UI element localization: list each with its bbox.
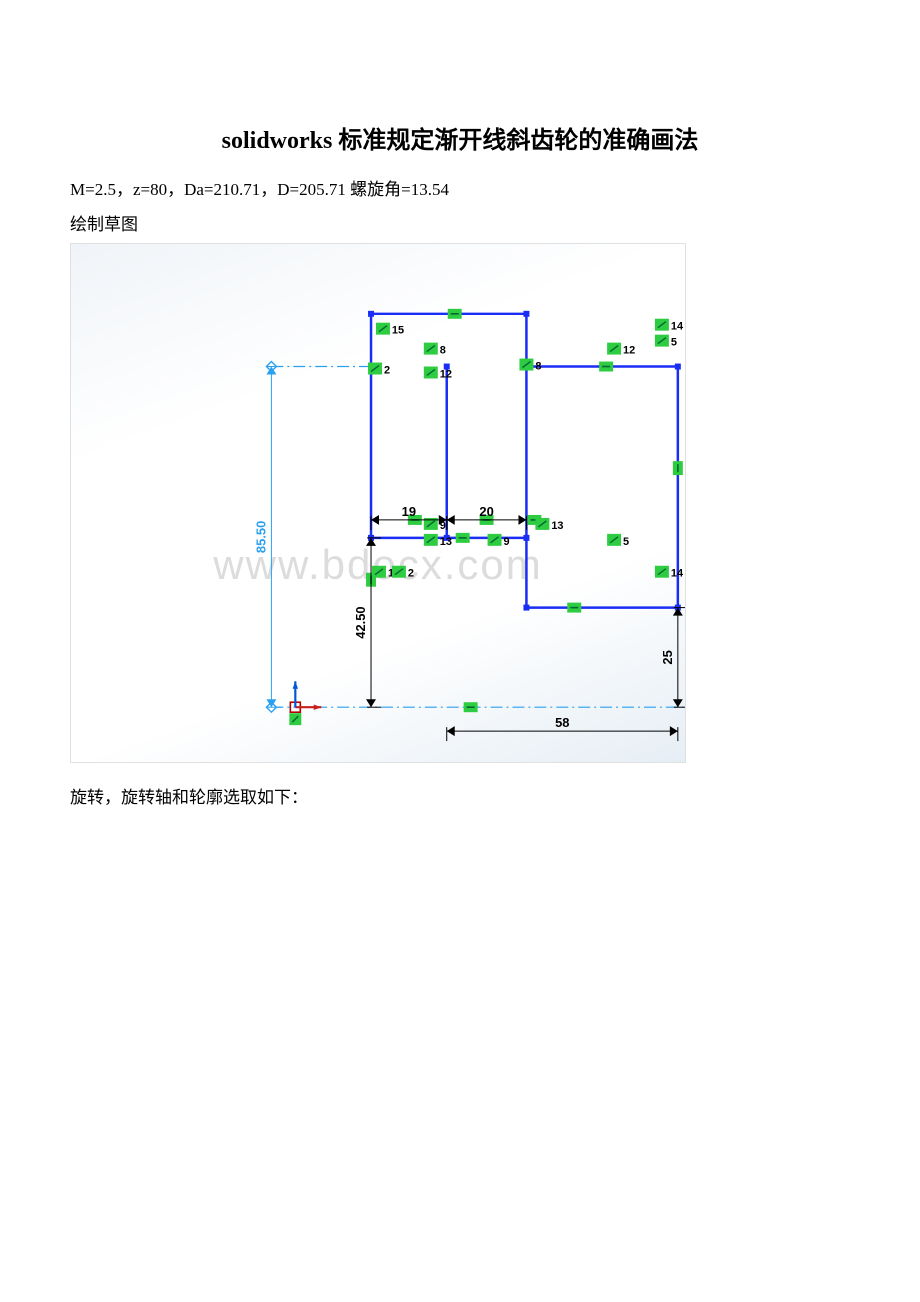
svg-text:19: 19 [402,504,416,519]
sketch-svg: 15821214512891313951521419205898.732542.… [71,244,685,762]
svg-text:8: 8 [535,361,541,373]
svg-text:14: 14 [671,321,684,333]
svg-text:85.50: 85.50 [253,521,268,553]
gear-parameters: M=2.5，z=80，Da=210.71，D=205.71 螺旋角=13.54 [70,175,850,200]
svg-text:5: 5 [623,536,629,548]
svg-text:9: 9 [504,536,510,548]
sketch-figure: www.bdocx.com 15821214512891313951521419… [70,243,686,763]
svg-text:12: 12 [623,345,635,357]
svg-text:2: 2 [408,568,414,580]
svg-text:25: 25 [660,650,675,664]
svg-text:20: 20 [479,504,493,519]
svg-text:8: 8 [440,345,446,357]
svg-text:12: 12 [440,368,452,380]
step-2-label: 旋转，旋转轴和轮廓选取如下： [70,783,850,808]
step-1-label: 绘制草图 [70,210,850,235]
svg-text:13: 13 [551,520,563,532]
svg-text:14: 14 [671,568,684,580]
svg-text:58: 58 [555,715,569,730]
svg-text:13: 13 [440,536,452,548]
svg-text:5: 5 [671,337,677,349]
page-title: solidworks 标准规定渐开线斜齿轮的准确画法 [70,120,850,155]
svg-text:42.50: 42.50 [353,606,368,638]
svg-text:2: 2 [384,365,390,377]
svg-text:15: 15 [392,325,404,337]
